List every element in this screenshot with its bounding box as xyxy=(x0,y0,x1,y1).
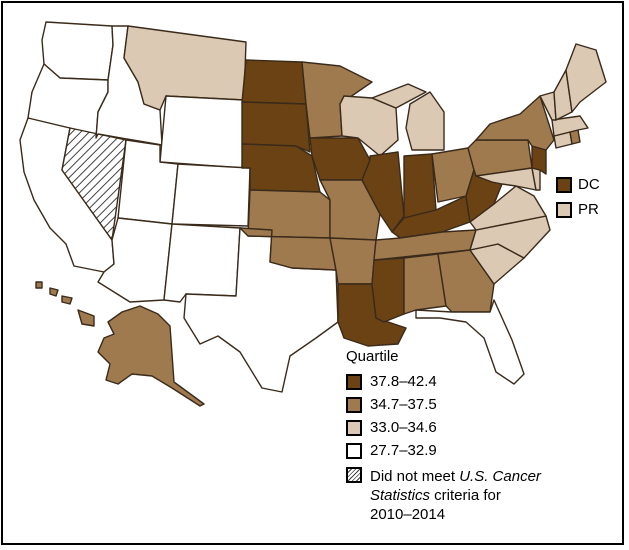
state-SD xyxy=(241,101,311,153)
state-AL xyxy=(403,253,447,315)
legend-swatch-q3 xyxy=(346,420,362,436)
dc-label: DC xyxy=(578,176,600,193)
state-MI xyxy=(371,83,445,151)
state-FL xyxy=(415,299,525,385)
state-ME xyxy=(565,43,607,113)
legend-label-q4: 27.7–32.9 xyxy=(370,442,437,459)
legend-swatch-q2 xyxy=(346,397,362,413)
legend-label-q2: 34.7–37.5 xyxy=(370,396,437,413)
hatched-line1-pre: Did not meet xyxy=(370,468,460,485)
legend-swatch-q4 xyxy=(346,443,362,459)
state-HI xyxy=(35,281,95,327)
state-AK xyxy=(97,305,205,407)
state-NM xyxy=(163,223,241,303)
legend-label-hatched: Did not meet U.S. Cancer Statistics crit… xyxy=(370,467,541,524)
state-CO xyxy=(171,163,251,227)
pr-label: PR xyxy=(578,201,599,218)
legend-label-q3: 33.0–34.6 xyxy=(370,419,437,436)
legend-swatch-q1 xyxy=(346,374,362,390)
state-IL xyxy=(361,151,405,233)
state-IN xyxy=(403,153,437,219)
legend-label-q1: 37.8–42.4 xyxy=(370,373,437,390)
state-OK xyxy=(239,227,337,271)
state-WY xyxy=(159,95,245,169)
hatched-line2-post: criteria for xyxy=(430,487,501,504)
pr-swatch xyxy=(556,202,572,218)
hatched-line3: 2010–2014 xyxy=(370,506,446,523)
state-MA xyxy=(551,115,589,137)
legend-swatch-hatched xyxy=(346,467,362,483)
hatched-line1-italic: U.S. Cancer xyxy=(459,468,541,485)
state-ND xyxy=(241,59,307,105)
state-AR xyxy=(329,237,377,285)
state-MS xyxy=(371,257,405,323)
hatched-line2-italic: Statistics xyxy=(370,487,431,504)
legend-title: Quartile xyxy=(346,348,399,365)
dc-swatch xyxy=(556,177,572,193)
state-IA xyxy=(309,137,371,181)
